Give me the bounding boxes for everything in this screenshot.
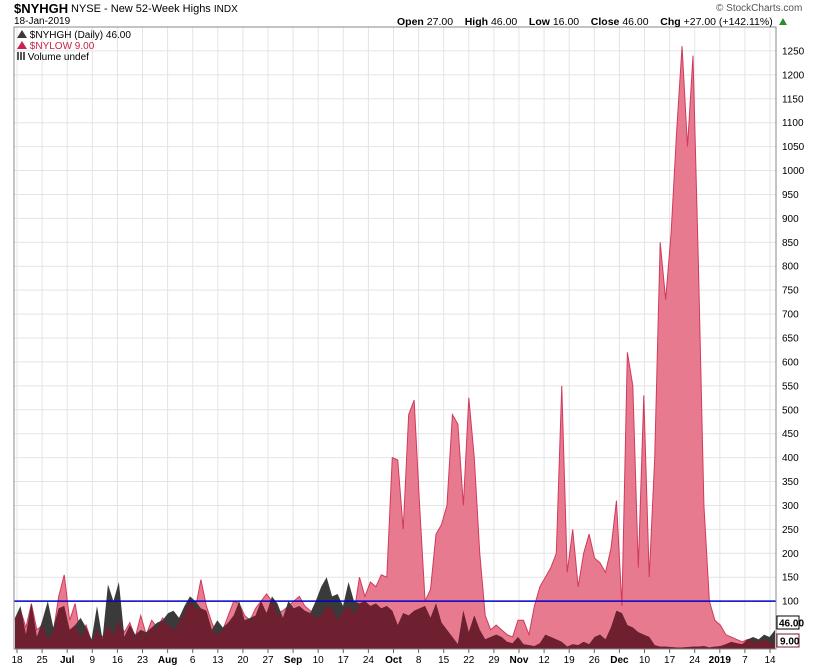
x-tick-label: 17 xyxy=(338,655,350,666)
y-tick-label: 550 xyxy=(782,381,799,392)
x-tick-label: Nov xyxy=(510,655,529,666)
y-tick-label: 900 xyxy=(782,214,799,225)
y-tick-label: 100 xyxy=(782,597,799,608)
y-tick-label: 700 xyxy=(782,310,799,321)
x-tick-label: Jul xyxy=(60,655,75,666)
x-tick-label: 20 xyxy=(237,655,249,666)
x-tick-label: 29 xyxy=(488,655,500,666)
x-tick-label: 17 xyxy=(664,655,676,666)
last-value-nylow: 9.00 xyxy=(780,637,800,648)
x-tick-label: Dec xyxy=(610,655,629,666)
legend: $NYHGH (Daily) 46.00 $NYLOW 9.00 Volume … xyxy=(17,30,131,63)
x-tick-label: 12 xyxy=(539,655,551,666)
series-nylow-line xyxy=(14,46,776,646)
x-tick-label: Oct xyxy=(385,655,402,666)
legend-item-volume: Volume undef xyxy=(17,52,131,63)
x-tick-label: 16 xyxy=(112,655,124,666)
low-value: 16.00 xyxy=(552,16,580,28)
last-value-nyhgh: 46.00 xyxy=(779,619,804,630)
title-line: NYSE - New 52-Week Highs INDX xyxy=(71,3,238,15)
x-tick-label: Sep xyxy=(284,655,302,666)
x-tick-label: 24 xyxy=(363,655,375,666)
y-tick-label: 650 xyxy=(782,334,799,345)
exchange: NYSE xyxy=(71,3,101,15)
y-tick-label: 750 xyxy=(782,286,799,297)
y-tick-label: 250 xyxy=(782,525,799,536)
plot-frame xyxy=(13,26,777,650)
area-chart-icon xyxy=(17,30,27,38)
x-tick-label: 7 xyxy=(742,655,748,666)
x-tick-label: 23 xyxy=(137,655,149,666)
open-value: 27.00 xyxy=(426,16,454,28)
date-label: 18-Jan-2019 xyxy=(14,16,71,27)
x-tick-label: 10 xyxy=(313,655,325,666)
y-tick-label: 1100 xyxy=(782,118,804,129)
x-tick-label: 15 xyxy=(438,655,450,666)
y-tick-label: 850 xyxy=(782,238,799,249)
watermark: © StockCharts.com xyxy=(716,3,803,14)
x-tick-label: 26 xyxy=(589,655,601,666)
legend-item-nylow: $NYLOW 9.00 xyxy=(17,41,131,52)
x-tick-label: 9 xyxy=(90,655,96,666)
x-tick-label: 19 xyxy=(564,655,576,666)
x-tick-label: 14 xyxy=(764,655,776,666)
x-axis: 18 25 Jul 9 16 23 Aug 6 13 20 27 Sep 10 17 24 Oct 8 15 22 2… xyxy=(11,649,776,666)
description: New 52-Week Highs xyxy=(110,3,211,15)
y-axis: 100 150 200 250 300 350 400 450 500 550 600 650 700 7… xyxy=(782,46,805,607)
series-overlap-area xyxy=(15,601,775,649)
x-tick-label: 22 xyxy=(463,655,475,666)
y-tick-label: 1250 xyxy=(782,46,805,57)
area-chart-icon xyxy=(17,41,27,49)
last-value-badge-nyhgh: 46.00 xyxy=(776,615,804,630)
legend-item-nyhgh: $NYHGH (Daily) 46.00 xyxy=(17,30,131,41)
x-tick-label: 10 xyxy=(639,655,651,666)
y-tick-label: 150 xyxy=(782,573,799,584)
x-tick-label: 2019 xyxy=(709,655,732,666)
close-value: 46.00 xyxy=(622,16,649,28)
x-tick-label: 6 xyxy=(190,655,196,666)
x-tick-label: 18 xyxy=(11,655,23,666)
x-tick-label: 8 xyxy=(416,655,422,666)
symbol: $NYHGH xyxy=(14,1,69,16)
x-tick-label: 24 xyxy=(689,655,701,666)
high-value: 46.00 xyxy=(490,16,518,28)
x-tick-label: 13 xyxy=(212,655,224,666)
series-areas xyxy=(14,46,776,649)
volume-bars-icon xyxy=(17,52,25,60)
arrow-up-icon xyxy=(778,18,787,25)
x-tick-label: 27 xyxy=(262,655,274,666)
y-tick-label: 800 xyxy=(782,262,799,273)
series-nylow-area xyxy=(15,46,775,649)
x-tick-label: 25 xyxy=(37,655,49,666)
chg-value: +27.00 (+142.11%) xyxy=(683,16,773,28)
y-tick-label: 1000 xyxy=(782,166,805,177)
x-tick-label: Aug xyxy=(158,655,177,666)
index-type: INDX xyxy=(213,4,238,15)
y-tick-label: 400 xyxy=(782,453,799,464)
y-tick-label: 1150 xyxy=(782,94,804,105)
y-tick-label: 300 xyxy=(782,501,799,512)
y-tick-label: 1050 xyxy=(782,142,805,153)
y-tick-label: 450 xyxy=(782,429,799,440)
ohlc-bar: Open 27.00 High 46.00 Low 16.00 Close 46… xyxy=(397,16,787,28)
y-tick-label: 950 xyxy=(782,190,799,201)
y-tick-label: 200 xyxy=(782,549,799,560)
y-tick-label: 600 xyxy=(782,357,799,368)
y-tick-label: 350 xyxy=(782,477,799,488)
y-tick-label: 1200 xyxy=(782,70,805,81)
grid xyxy=(14,27,776,649)
last-value-badge-nylow: 9.00 xyxy=(776,633,800,648)
y-tick-label: 500 xyxy=(782,405,799,416)
